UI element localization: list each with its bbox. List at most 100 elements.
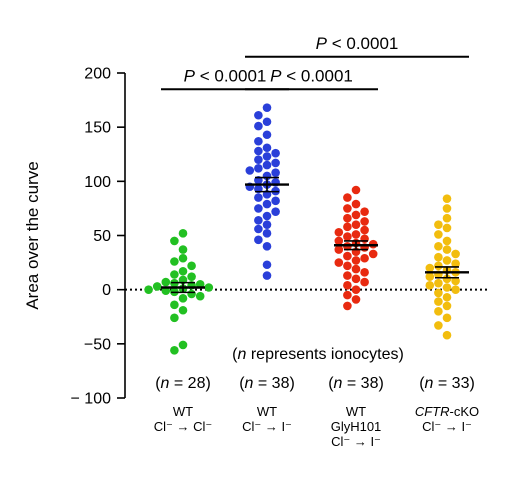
y-tick-label: 200 [84,66,111,83]
data-point [360,268,369,277]
data-point [442,236,452,246]
data-point [425,281,435,290]
p-value-label: P < 0.0001 [316,34,399,53]
data-point [451,276,460,286]
data-point [442,213,452,223]
data-point [254,216,263,225]
data-point [442,330,452,340]
data-point [434,252,443,262]
data-point [351,220,361,229]
data-point [262,199,272,209]
x-category-label: WT [257,404,277,419]
data-point [271,196,280,206]
data-point [170,346,179,355]
data-point [178,253,188,263]
mean-sem-layer [161,176,469,294]
data-point [254,155,263,164]
data-point [254,224,263,234]
x-category-label: Cl⁻ → Cl⁻ [154,419,213,434]
data-point [425,263,435,273]
data-point [262,103,272,112]
data-point [161,277,171,287]
x-category-label: Cl⁻ → I⁻ [331,434,381,449]
data-point [434,307,443,316]
data-point [360,207,369,216]
data-point [334,236,344,246]
data-point [254,146,263,156]
data-point [262,130,272,140]
data-point [271,168,280,177]
data-point [245,166,255,175]
data-point [195,291,205,301]
data-point [360,217,369,226]
data-point [442,245,452,254]
x-category-label: CFTR-cKO [415,404,479,419]
group-n-label: (n = 28) [155,375,211,392]
data-point [351,285,361,294]
data-point [187,289,196,299]
data-point [434,321,443,330]
data-point [451,249,460,259]
data-point [170,257,179,266]
data-point [262,152,272,161]
y-tick-label: 100 [84,174,111,191]
data-point [334,245,344,254]
data-point [254,193,263,202]
data-point [334,227,344,237]
data-point [254,110,263,120]
data-point [442,301,452,311]
x-category-label: Cl⁻ → I⁻ [422,419,472,434]
data-point [351,185,361,195]
data-point [187,261,196,271]
data-point [442,274,452,284]
data-point [254,121,263,131]
sample-size-note: (n represents ionocytes) [232,346,404,363]
data-point [451,285,460,294]
data-point [262,211,272,221]
data-point [351,264,361,274]
data-point [343,193,352,202]
y-axis-label: Area over the curve [23,161,42,309]
data-point [343,281,352,290]
y-tick-label: 0 [102,282,111,299]
data-point [170,236,179,246]
data-point [368,249,378,259]
data-point [351,199,361,209]
x-category-label: GlyH101 [331,419,382,434]
data-point [170,300,179,310]
data-point [442,256,452,265]
data-point [262,260,272,270]
data-point [204,283,214,292]
data-point [254,235,263,245]
data-point [187,272,196,281]
data-point [360,253,369,263]
x-category-label: WT [173,404,193,419]
data-point [178,229,188,238]
data-point [170,313,179,323]
group-n-label: (n = 38) [239,375,295,392]
x-category-label: WT [346,404,366,419]
data-point [271,158,280,168]
data-point [254,204,263,213]
data-point [351,210,361,220]
data-point [262,160,272,170]
p-value-label: P < 0.0001 [184,66,267,85]
data-point [360,225,369,235]
data-point [442,223,452,233]
data-point [442,283,452,292]
data-point [178,305,188,315]
data-point [254,136,263,146]
data-point [442,292,452,302]
data-point [343,261,352,271]
data-point [262,117,272,127]
data-point [271,148,280,158]
y-tick-label: 150 [84,120,111,137]
data-point [351,295,361,304]
data-point [434,242,443,251]
data-point [178,294,188,303]
data-point [178,340,188,350]
data-points-layer [144,103,460,355]
